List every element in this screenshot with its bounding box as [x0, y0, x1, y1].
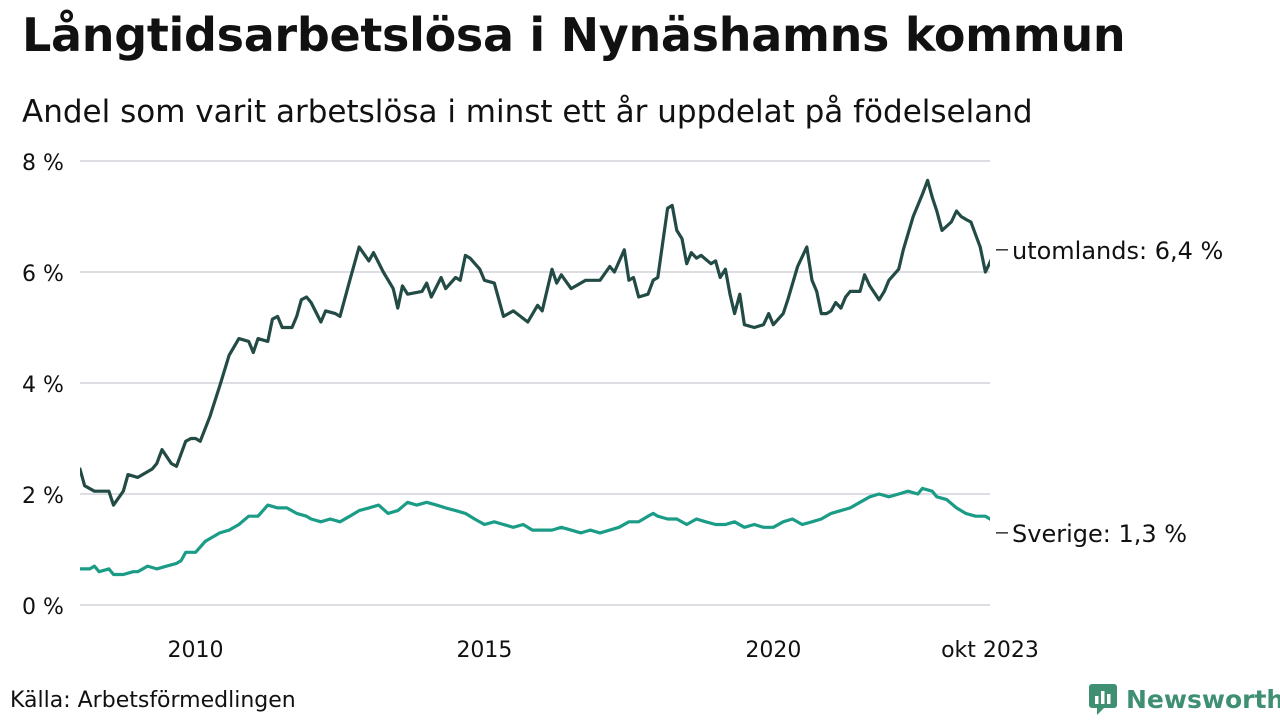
x-tick-label: okt 2023 [941, 638, 1039, 663]
chart-title: Långtidsarbetslösa i Nynäshamns kommun [22, 8, 1126, 62]
series-label-sverige: Sverige: 1,3 % [1012, 520, 1187, 548]
y-tick-label: 4 % [22, 373, 64, 398]
x-axis-ticks: 2010 2015 2020 okt 2023 [168, 638, 1039, 663]
series-label-utomlands: utomlands: 6,4 % [1012, 237, 1223, 265]
series-end-labels: utomlands: 6,4 % Sverige: 1,3 % [996, 237, 1223, 548]
source-note: Källa: Arbetsförmedlingen [10, 688, 296, 713]
y-tick-label: 6 % [22, 262, 64, 287]
series-line-sverige [80, 486, 990, 577]
y-tick-label: 0 % [22, 595, 64, 620]
series-line-utomlands [80, 178, 990, 507]
chart-subtitle: Andel som varit arbetslösa i minst ett å… [22, 94, 1033, 130]
newsworthy-logo: Newsworthy [1088, 682, 1280, 716]
series-lines [80, 178, 990, 577]
y-axis-ticks: 0 % 2 % 4 % 6 % 8 % [22, 151, 64, 620]
y-tick-label: 8 % [22, 151, 64, 176]
x-tick-label: 2010 [168, 638, 224, 663]
x-tick-label: 2020 [745, 638, 801, 663]
gridlines [80, 160, 990, 606]
chart-badge-icon [1089, 684, 1117, 715]
brand-name: Newsworthy [1126, 684, 1280, 714]
x-tick-label: 2015 [456, 638, 512, 663]
y-tick-label: 2 % [22, 484, 64, 509]
